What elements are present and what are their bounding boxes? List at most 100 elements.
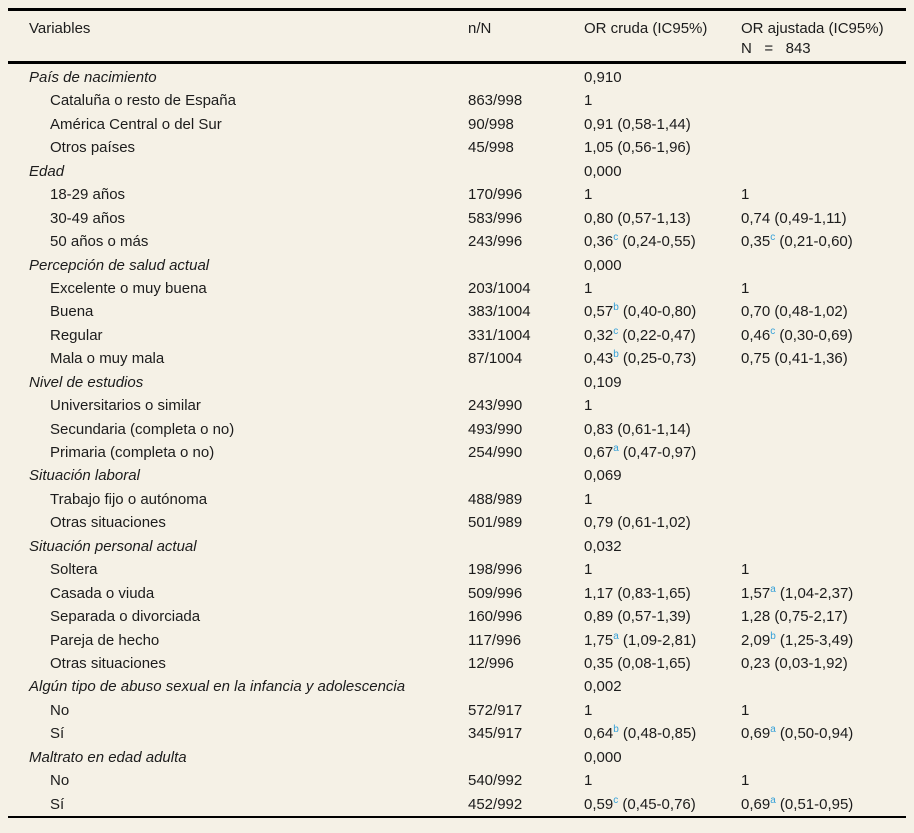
or-cruda-cell: 1 bbox=[584, 279, 593, 297]
or-cruda-cell: 0,67a (0,47-0,97) bbox=[584, 443, 697, 462]
table-row: Sí 345/917 0,64b (0,48-0,85) 0,69a (0,50-0,… bbox=[0, 722, 914, 745]
n-over-N-value: 863/998 bbox=[468, 92, 523, 110]
variable-group-label: Percepción de salud actual bbox=[29, 256, 210, 274]
variable-category-label: Primaria (completa o no) bbox=[50, 444, 215, 461]
variable-category-label: Sí bbox=[50, 725, 65, 743]
table-row: 18-29 años 170/996 1 1 bbox=[0, 183, 914, 206]
column-header-or-ajustada: OR ajustada (IC95%) N = 843 bbox=[741, 19, 884, 59]
significance-superscript: c bbox=[613, 794, 619, 806]
variable-category-label: Casada o viuda bbox=[50, 584, 155, 602]
p-value: 0,069 bbox=[584, 467, 622, 485]
significance-superscript: a bbox=[770, 794, 776, 806]
or-cruda-cell: 1,17 (0,83-1,65) bbox=[584, 584, 691, 602]
significance-superscript: c bbox=[613, 232, 619, 244]
table-row: Pareja de hecho 117/996 1,75a (1,09-2,81) 2… bbox=[0, 629, 914, 652]
n-over-N-value: 488/989 bbox=[468, 490, 523, 508]
table-row: 50 años o más 243/996 0,36c (0,24-0,55) 0,3… bbox=[0, 230, 914, 253]
variable-category-label: Universitarios o similar bbox=[50, 397, 201, 415]
or-ajustada-cell: 1 bbox=[741, 279, 750, 297]
variable-category-label: Pareja de hecho bbox=[50, 631, 160, 649]
n-over-N-value: 501/989 bbox=[468, 514, 523, 532]
n-over-N-value: 540/992 bbox=[468, 772, 523, 790]
or-cruda-cell: 0,83 (0,61-1,14) bbox=[584, 420, 691, 438]
table-row: Secundaria (completa o no) 493/990 0,83 (0… bbox=[0, 418, 914, 441]
table-row: Buena 383/1004 0,57b (0,40-0,80) 0,70 (0,48… bbox=[0, 300, 914, 323]
n-over-N-value: 243/990 bbox=[468, 397, 523, 415]
p-value: 0,109 bbox=[584, 373, 622, 391]
n-over-N-value: 198/996 bbox=[468, 561, 523, 579]
table-row: Cataluña o resto de España 863/998 1 bbox=[0, 89, 914, 112]
or-cruda-cell: 1 bbox=[584, 561, 593, 579]
or-cruda-cell: 1 bbox=[584, 772, 593, 790]
or-cruda-cell: 1,75a (1,09-2,81) bbox=[584, 630, 697, 649]
variable-category-label: Otros países bbox=[50, 139, 136, 157]
p-value: 0,000 bbox=[584, 162, 622, 180]
or-ajustada-cell: 0,46c (0,30-0,69) bbox=[741, 325, 853, 344]
variable-category-label: Mala o muy mala bbox=[50, 350, 165, 368]
table-bottom-rule bbox=[8, 816, 906, 818]
n-over-N-value: 383/1004 bbox=[468, 303, 531, 321]
variable-category-label: 30-49 años bbox=[50, 209, 126, 227]
table-row: Separada o divorciada 160/996 0,89 (0,57-1… bbox=[0, 605, 914, 628]
significance-superscript: b bbox=[613, 302, 619, 314]
n-over-N-value: 572/917 bbox=[468, 701, 523, 719]
table-body: País de nacimiento 0,910 Cataluña o resto … bbox=[0, 66, 914, 816]
variable-category-label: Separada o divorciada bbox=[50, 608, 201, 626]
significance-superscript: a bbox=[613, 443, 619, 454]
variable-category-label: Otras situaciones bbox=[50, 654, 166, 672]
table-row: Otras situaciones 12/996 0,35 (0,08-1,65) 0… bbox=[0, 652, 914, 675]
variable-category-label: No bbox=[50, 701, 70, 719]
n-over-N-value: 331/1004 bbox=[468, 326, 531, 344]
table-row: Casada o viuda 509/996 1,17 (0,83-1,65) 1,5… bbox=[0, 582, 914, 605]
or-cruda-cell: 0,64b (0,48-0,85) bbox=[584, 724, 697, 743]
n-over-N-value: 160/996 bbox=[468, 608, 523, 626]
table-row: Percepción de salud actual 0,000 bbox=[0, 254, 914, 277]
variable-group-label: País de nacimiento bbox=[29, 69, 157, 86]
table-row: Situación laboral 0,069 bbox=[0, 464, 914, 487]
or-ajustada-cell: 0,23 (0,03-1,92) bbox=[741, 654, 848, 672]
or-ajustada-cell: 0,74 (0,49-1,11) bbox=[741, 209, 847, 227]
variable-category-label: Secundaria (completa o no) bbox=[50, 420, 235, 438]
column-header-or-ajustada-line1: OR ajustada (IC95%) bbox=[741, 20, 884, 37]
table-row: Primaria (completa o no) 254/990 0,67a (0,… bbox=[0, 441, 914, 464]
variable-group-label: Algún tipo de abuso sexual en la infanci… bbox=[29, 678, 406, 696]
n-over-N-value: 493/990 bbox=[468, 420, 523, 438]
n-over-N-value: 254/990 bbox=[468, 444, 523, 461]
table-row: Universitarios o similar 243/990 1 bbox=[0, 394, 914, 417]
variable-category-label: América Central o del Sur bbox=[50, 115, 222, 133]
significance-superscript: a bbox=[770, 724, 776, 736]
column-header-variables: Variables bbox=[29, 20, 91, 37]
significance-superscript: a bbox=[770, 583, 776, 595]
n-over-N-value: 345/917 bbox=[468, 725, 523, 743]
or-cruda-cell: 0,43b (0,25-0,73) bbox=[584, 349, 697, 368]
variable-group-label: Maltrato en edad adulta bbox=[29, 748, 187, 766]
table-row: Otras situaciones 501/989 0,79 (0,61-1,02) bbox=[0, 511, 914, 534]
table-row: No 572/917 1 1 bbox=[0, 699, 914, 722]
or-cruda-cell: 0,35 (0,08-1,65) bbox=[584, 654, 691, 672]
or-ajustada-cell: 1 bbox=[741, 701, 750, 719]
n-over-N-value: 170/996 bbox=[468, 186, 523, 204]
significance-superscript: a bbox=[613, 630, 619, 642]
significance-superscript: c bbox=[613, 325, 619, 337]
n-over-N-value: 90/998 bbox=[468, 115, 514, 133]
or-ajustada-cell: 1 bbox=[741, 186, 750, 204]
table-row: Mala o muy mala 87/1004 0,43b (0,25-0,73) 0… bbox=[0, 347, 914, 370]
variable-category-label: Cataluña o resto de España bbox=[50, 92, 236, 110]
n-over-N-value: 12/996 bbox=[468, 654, 514, 672]
variable-category-label: Buena bbox=[50, 303, 94, 321]
n-over-N-value: 452/992 bbox=[468, 795, 523, 813]
p-value: 0,000 bbox=[584, 748, 622, 766]
or-cruda-cell: 0,89 (0,57-1,39) bbox=[584, 608, 691, 626]
significance-superscript: c bbox=[770, 325, 776, 337]
variable-category-label: Soltera bbox=[50, 561, 98, 579]
n-over-N-value: 45/998 bbox=[468, 139, 514, 157]
n-over-N-value: 243/996 bbox=[468, 233, 523, 251]
or-cruda-cell: 1 bbox=[584, 701, 593, 719]
variable-category-label: Otras situaciones bbox=[50, 514, 166, 532]
or-cruda-cell: 1,05 (0,56-1,96) bbox=[584, 139, 691, 157]
table-row: Excelente o muy buena 203/1004 1 1 bbox=[0, 277, 914, 300]
table-row: Regular 331/1004 0,32c (0,22-0,47) 0,46c (0… bbox=[0, 324, 914, 347]
table-row: Trabajo fijo o autónoma 488/989 1 bbox=[0, 488, 914, 511]
table-row: 30-49 años 583/996 0,80 (0,57-1,13) 0,74 (0… bbox=[0, 207, 914, 230]
table-row: Algún tipo de abuso sexual en la infanci… bbox=[0, 675, 914, 698]
